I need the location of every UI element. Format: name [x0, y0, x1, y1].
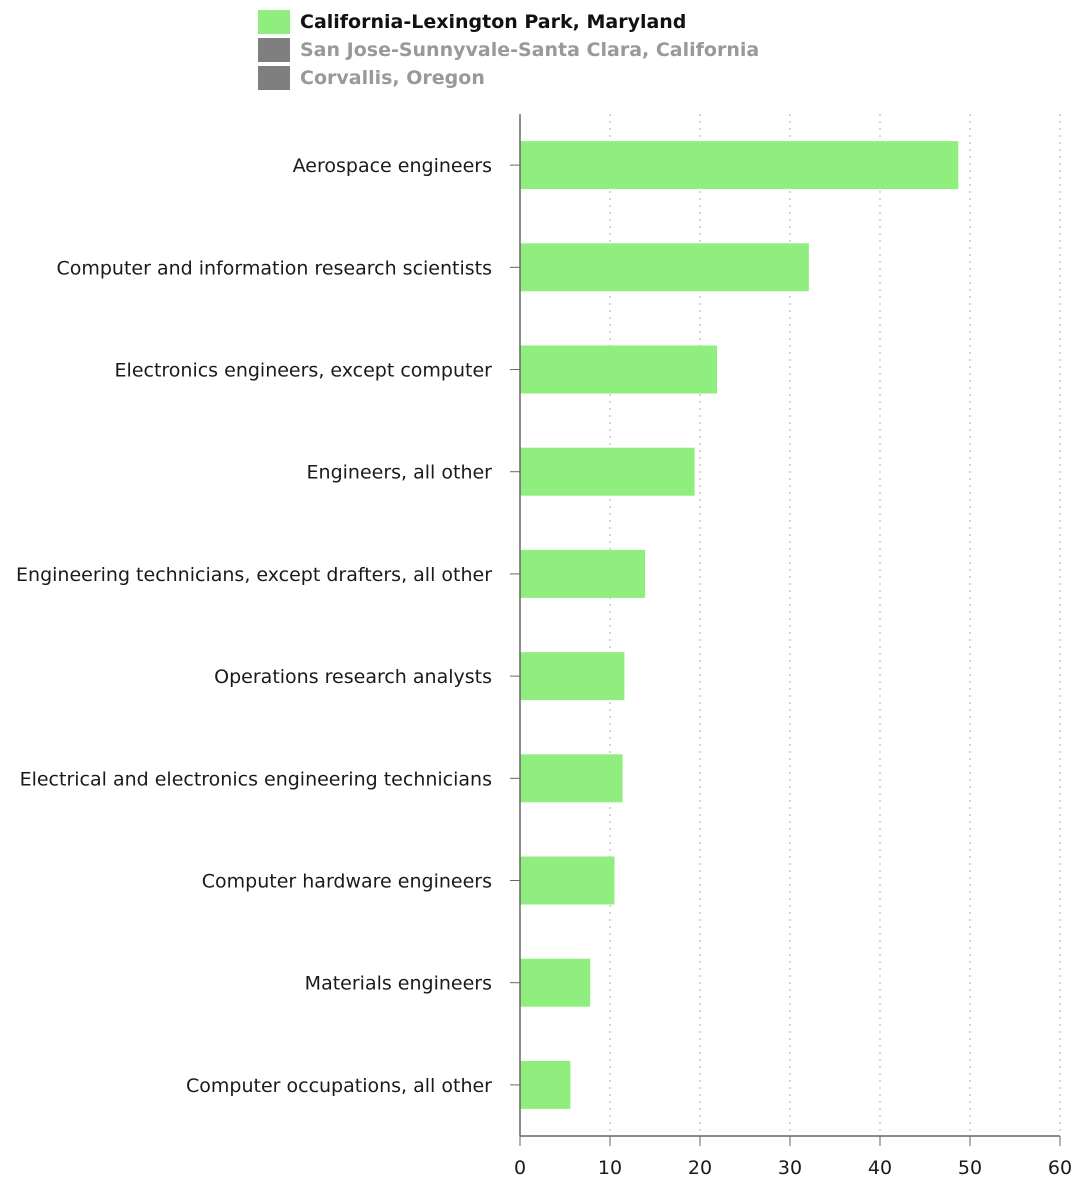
- legend-label: Corvallis, Oregon: [300, 67, 485, 89]
- category-label: Computer hardware engineers: [202, 871, 492, 893]
- bar[interactable]: [520, 447, 695, 496]
- category-label: Computer and information research scient…: [56, 257, 492, 279]
- bar[interactable]: [520, 141, 959, 190]
- legend-swatch: [258, 66, 290, 90]
- category-label: Computer occupations, all other: [186, 1075, 492, 1097]
- legend: California-Lexington Park, Maryland San J…: [258, 8, 759, 92]
- bar[interactable]: [520, 345, 718, 394]
- category-label: Engineering technicians, except drafters…: [16, 564, 492, 586]
- legend-label: San Jose-Sunnyvale-Santa Clara, Californ…: [300, 39, 760, 61]
- bar[interactable]: [520, 754, 623, 803]
- bar[interactable]: [520, 549, 646, 598]
- legend-item[interactable]: Corvallis, Oregon: [258, 64, 759, 92]
- x-tick-label: 30: [778, 1157, 802, 1179]
- bar[interactable]: [520, 652, 625, 701]
- x-tick-label: 60: [1048, 1157, 1072, 1179]
- bar[interactable]: [520, 958, 591, 1007]
- legend-item[interactable]: California-Lexington Park, Maryland: [258, 8, 759, 36]
- legend-item[interactable]: San Jose-Sunnyvale-Santa Clara, Californ…: [258, 36, 759, 64]
- bar[interactable]: [520, 1060, 571, 1109]
- legend-swatch: [258, 38, 290, 62]
- x-tick-label: 10: [598, 1157, 622, 1179]
- category-label: Operations research analysts: [214, 666, 492, 688]
- bar[interactable]: [520, 243, 809, 292]
- x-tick-label: 40: [868, 1157, 892, 1179]
- category-label: Aerospace engineers: [293, 155, 492, 177]
- category-label: Materials engineers: [305, 973, 492, 995]
- x-tick-label: 20: [688, 1157, 712, 1179]
- legend-label: California-Lexington Park, Maryland: [300, 11, 687, 33]
- x-tick-label: 50: [958, 1157, 982, 1179]
- bar[interactable]: [520, 856, 615, 905]
- category-label: Electrical and electronics engineering t…: [20, 768, 492, 790]
- x-tick-label: 0: [514, 1157, 526, 1179]
- legend-swatch: [258, 10, 290, 34]
- category-label: Electronics engineers, except computer: [115, 360, 493, 382]
- category-label: Engineers, all other: [307, 462, 493, 484]
